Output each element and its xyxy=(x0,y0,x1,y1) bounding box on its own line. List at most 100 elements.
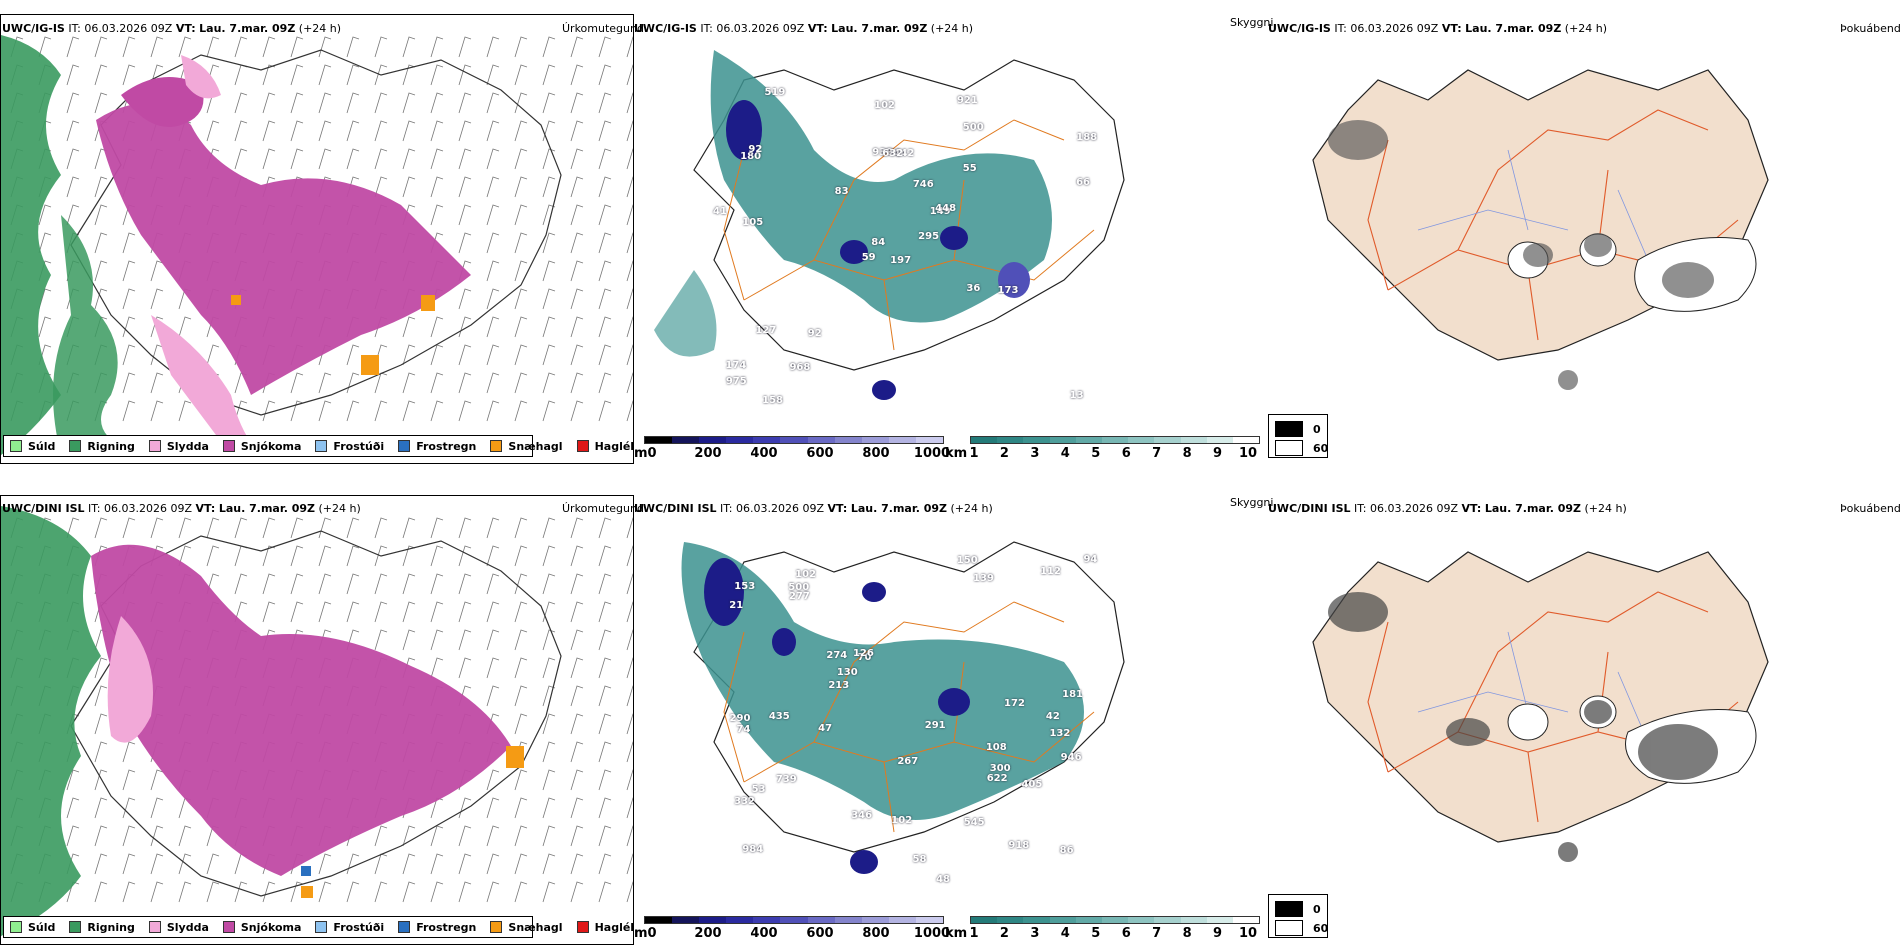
wind-barb xyxy=(94,769,108,791)
wind-barb xyxy=(570,288,584,310)
colorbar-tick: 3 xyxy=(1030,446,1040,461)
cloud-base-label: 172 xyxy=(1004,698,1025,710)
wind-barb xyxy=(458,545,472,567)
colorbar-cell xyxy=(645,437,673,443)
wind-barb xyxy=(122,36,136,58)
wind-barb xyxy=(346,517,360,539)
wind-barb xyxy=(374,36,388,58)
cloud-base-label: 132 xyxy=(1049,728,1071,740)
wind-barb xyxy=(486,120,500,142)
cloud-base-label: 435 xyxy=(768,710,790,722)
wind-barb xyxy=(486,232,500,254)
lead-time: (+24 h) xyxy=(1584,502,1627,515)
wind-barb xyxy=(430,400,444,422)
wind-barb xyxy=(94,657,108,679)
cloud-base-label: 48 xyxy=(936,873,950,885)
wind-barb xyxy=(542,853,556,875)
ice-pellet-1 xyxy=(506,746,524,768)
model-name: UWC/IG-IS xyxy=(1268,22,1331,35)
fog-legend-label: 0 xyxy=(1313,422,1321,436)
cloud-base-label: 130 xyxy=(836,666,858,678)
colorbar-tick: 3 xyxy=(1030,926,1040,941)
colorbar-tick: 4 xyxy=(1060,926,1070,941)
init-time: IT: 06.03.2026 09Z xyxy=(68,22,173,35)
wind-barb xyxy=(318,573,332,595)
wind-barb xyxy=(514,64,528,86)
precip-panel-row1: Súld Rigning Slydda Snjókoma Frostúði Frostre… xyxy=(0,14,634,464)
visibility-colorbar-row1: km 1 2 3 4 5 6 7 8 9 10 xyxy=(945,436,1265,466)
cloud-base-label: 74 xyxy=(736,724,751,736)
wind-barb xyxy=(598,36,612,58)
wind-barb xyxy=(570,120,584,142)
low-ceiling-patches xyxy=(704,558,970,874)
wind-barb xyxy=(598,288,612,310)
colorbar-tick: 400 xyxy=(750,446,778,461)
wind-barb xyxy=(458,92,472,114)
cloud-base-label: 290 xyxy=(729,713,751,725)
cloud-base-label: 918 xyxy=(1008,840,1030,852)
precip-legend-row2: Súld Rigning Slydda Snjókoma Frostúði Frostre… xyxy=(3,916,633,938)
valid-time: Lau. 7.mar. 09Z xyxy=(1484,502,1581,515)
wind-barb xyxy=(150,797,164,819)
wind-barb xyxy=(94,64,108,86)
wind-barb xyxy=(458,400,472,422)
legend-label: Haglél xyxy=(594,439,634,453)
valid-time-label: VT: xyxy=(175,22,196,35)
wind-barb xyxy=(598,573,612,595)
wind-barb xyxy=(122,64,136,86)
legend-item-5: Frostregn xyxy=(398,440,476,453)
wind-barb xyxy=(598,685,612,707)
colorbar-tick: 800 xyxy=(862,926,890,941)
colorbar-tick: 1 xyxy=(969,446,979,461)
precip-panel-title-row1: Úrkomutegund xyxy=(562,22,644,35)
wind-barb xyxy=(514,344,528,366)
wind-barb xyxy=(430,204,444,226)
snow-area xyxy=(96,103,471,396)
wind-barb xyxy=(626,657,633,679)
wind-barb xyxy=(290,573,304,595)
wind-barb xyxy=(598,881,612,903)
model-name: UWC/DINI ISL xyxy=(2,502,85,515)
colorbar-cell xyxy=(971,437,998,443)
wind-barb xyxy=(402,148,416,170)
wind-barb xyxy=(290,148,304,170)
init-time: IT: 06.03.2026 09Z xyxy=(700,22,805,35)
cloud-base-label: 739 xyxy=(775,774,797,786)
wind-barb xyxy=(430,853,444,875)
wind-barb xyxy=(570,316,584,338)
wind-barb xyxy=(542,372,556,394)
wind-barb xyxy=(570,853,584,875)
wind-barb xyxy=(38,316,52,338)
wind-barb xyxy=(570,573,584,595)
colorbar-tick: 1 xyxy=(969,926,979,941)
visibility-colorbar-strip xyxy=(970,436,1260,444)
wind-barb xyxy=(234,92,248,114)
cloud-base-label: 42 xyxy=(1045,710,1060,722)
wind-barb xyxy=(234,64,248,86)
wind-barb xyxy=(122,881,136,903)
wind-barb xyxy=(402,517,416,539)
cloud-base-label: 213 xyxy=(828,679,850,691)
colorbar-tick: 200 xyxy=(694,926,722,941)
wind-barb xyxy=(570,601,584,623)
init-time: IT: 06.03.2026 09Z xyxy=(1354,502,1459,515)
cloud-base-label: 153 xyxy=(734,581,756,593)
legend-label: Frostregn xyxy=(416,920,477,934)
cloud-base-label: 150 xyxy=(956,555,978,567)
wind-barb xyxy=(402,344,416,366)
fog-legend-label: 60 xyxy=(1313,921,1329,935)
colorbar-cell xyxy=(672,917,700,923)
wind-barb xyxy=(430,120,444,142)
wind-barb xyxy=(206,36,220,58)
cloud-base-label: 545 xyxy=(963,817,985,829)
wind-barb xyxy=(318,92,332,114)
legend-item-2: Slydda xyxy=(148,921,209,934)
wind-barb xyxy=(542,825,556,847)
colorbar-tick: 200 xyxy=(694,446,722,461)
colorbar-cell xyxy=(1180,437,1207,443)
colorbar-tick: 7 xyxy=(1152,926,1162,941)
wind-barb xyxy=(598,713,612,735)
wind-barb xyxy=(402,92,416,114)
wind-barb xyxy=(514,853,528,875)
iceland-land xyxy=(1312,551,1769,843)
